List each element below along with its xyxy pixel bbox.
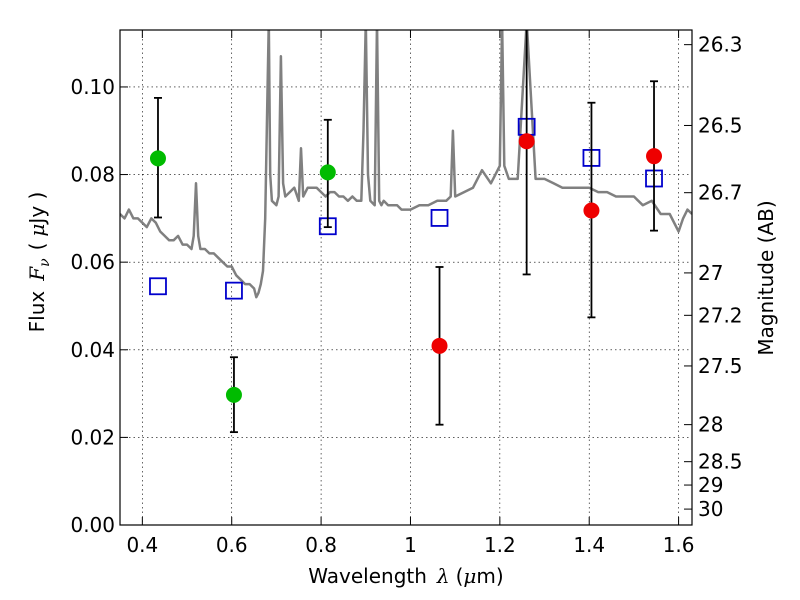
model-square-marker xyxy=(225,281,243,300)
x-tick-label: 1.6 xyxy=(663,533,695,557)
data-point-marker xyxy=(319,164,336,181)
plot-frame xyxy=(119,29,693,526)
y2-tick-label: 26.7 xyxy=(698,181,743,205)
y2-axis-label: Magnitude (AB) xyxy=(754,200,778,355)
y2-tick-label: 30 xyxy=(698,497,723,521)
y-tick-label: 0.06 xyxy=(70,250,115,274)
x-tick-label: 1 xyxy=(404,533,417,557)
x-tick-label: 0.4 xyxy=(126,533,158,557)
model-square-marker xyxy=(149,277,167,296)
ticks: 0.4 0.6 0.8 1 1.2 1.4 1.6 0.00 0.02 0.04 0.06 0.08 0… xyxy=(70,30,743,557)
y2-tick-label: 29 xyxy=(698,473,723,497)
y-tick-label: 0.00 xyxy=(70,513,115,537)
x-tick-label: 0.8 xyxy=(305,533,337,557)
plot-area xyxy=(120,30,692,434)
y2-tick-label: 27.2 xyxy=(698,303,743,327)
data-point-marker xyxy=(646,148,663,165)
data-point-marker xyxy=(583,202,600,219)
y2-tick-label: 28 xyxy=(698,413,723,437)
model-square-marker xyxy=(430,209,449,227)
x-tick-label: 1.2 xyxy=(484,533,516,557)
data-point-marker xyxy=(431,337,448,354)
y-tick-label: 0.02 xyxy=(70,425,115,449)
y-axis-label: FluxFν(μJy ) xyxy=(25,192,53,333)
data-point-marker xyxy=(149,150,166,167)
y-tick-label: 0.10 xyxy=(70,75,115,99)
y2-tick-label: 27.5 xyxy=(698,354,743,378)
y-tick-label: 0.04 xyxy=(70,338,115,362)
y-tick-label: 0.08 xyxy=(70,163,115,187)
y2-tick-label: 26.3 xyxy=(698,33,743,57)
data-point-marker xyxy=(518,133,535,150)
x-tick-label: 1.4 xyxy=(573,533,605,557)
x-tick-label: 0.6 xyxy=(216,533,248,557)
y2-tick-label: 26.5 xyxy=(698,113,743,137)
y2-tick-label: 28.5 xyxy=(698,450,743,474)
x-axis-label: Wavelength λ (μm) xyxy=(308,564,503,588)
data-point-marker xyxy=(225,386,242,403)
spectrum-line xyxy=(120,30,692,299)
y2-tick-label: 27 xyxy=(698,261,723,285)
